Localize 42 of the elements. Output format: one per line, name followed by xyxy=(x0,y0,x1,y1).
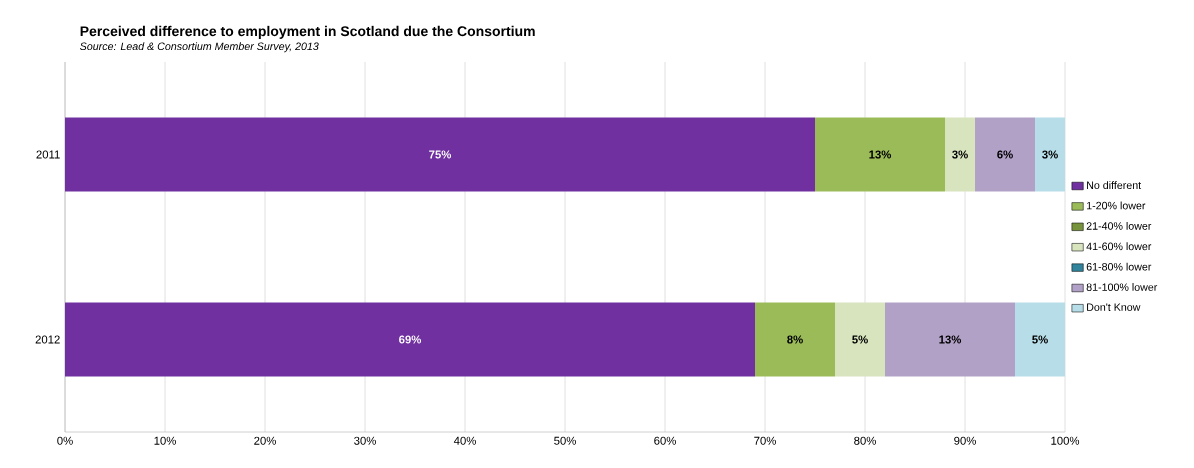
x-tick-label: 30% xyxy=(354,436,376,445)
legend-label: Don't Know xyxy=(1087,303,1141,311)
chart-title: Perceived difference to employment in Scotland due the Consortium xyxy=(80,25,535,39)
legend-label: 1-20% lower xyxy=(1087,201,1146,210)
bar xyxy=(1015,302,1066,377)
source-note: Source: Lead & Consortium Member Survey, 2013 xyxy=(80,42,319,53)
data-label: 75% xyxy=(429,150,452,159)
y-tick-label: 2011 xyxy=(36,150,60,159)
data-label: 13% xyxy=(869,150,892,159)
data-label: 3% xyxy=(952,150,968,159)
data-label: 3% xyxy=(1042,150,1058,159)
y-tick-label: 2012 xyxy=(35,335,60,344)
legend-label: 41-60% lower xyxy=(1086,242,1152,251)
x-tick-label: 90% xyxy=(954,436,976,445)
x-tick-label: 10% xyxy=(154,436,176,445)
x-tick-label: 80% xyxy=(854,436,876,445)
x-tick-label: 20% xyxy=(254,436,276,445)
bar xyxy=(1035,117,1066,192)
data-label: 8% xyxy=(787,335,803,344)
x-tick-label: 40% xyxy=(453,436,476,445)
x-tick-label: 60% xyxy=(654,436,676,445)
legend-label: No different xyxy=(1087,181,1142,189)
bar xyxy=(65,117,816,192)
bar xyxy=(815,117,946,192)
legend-label: 61-80% lower xyxy=(1086,262,1152,271)
data-label: 5% xyxy=(852,335,868,344)
legend-label: 21-40% lower xyxy=(1086,221,1152,230)
bar xyxy=(945,117,976,192)
data-label: 69% xyxy=(399,335,422,344)
x-tick-label: 100% xyxy=(1051,436,1080,445)
bar xyxy=(975,117,1036,192)
bar xyxy=(65,302,756,377)
bar xyxy=(755,302,836,377)
x-tick-label: 70% xyxy=(754,436,776,445)
bar xyxy=(835,302,886,377)
x-tick-label: 0% xyxy=(57,436,73,445)
data-label: 13% xyxy=(939,335,962,344)
data-label: 6% xyxy=(997,150,1013,159)
legend-label: 81-100% lower xyxy=(1086,283,1158,291)
x-tick-label: 50% xyxy=(554,436,576,445)
data-label: 5% xyxy=(1032,335,1048,344)
bar xyxy=(885,302,1016,377)
